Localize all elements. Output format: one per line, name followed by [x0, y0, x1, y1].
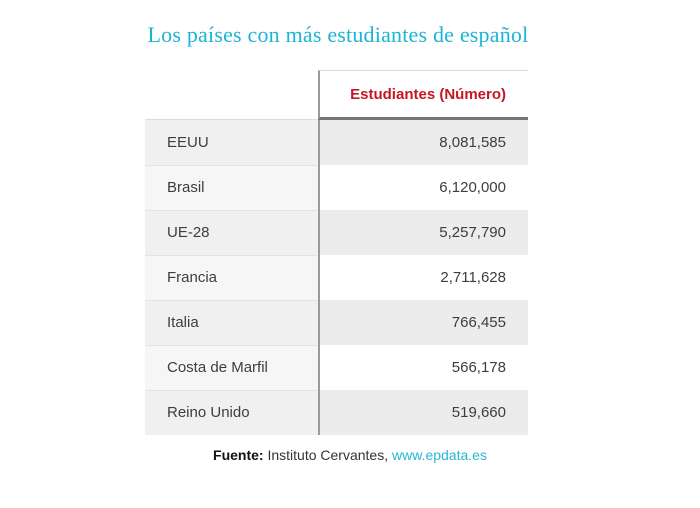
students-table: Estudiantes (Número) EEUU 8,081,585 Brasil… — [145, 70, 528, 435]
students-cell: 766,455 — [318, 300, 528, 345]
students-table-grid: Estudiantes (Número) EEUU 8,081,585 Brasil… — [145, 70, 528, 435]
country-column-header — [145, 70, 318, 120]
table-row: Francia 2,711,628 — [145, 255, 528, 300]
country-cell: UE-28 — [145, 210, 318, 255]
table-row: EEUU 8,081,585 — [145, 120, 528, 165]
students-column-header: Estudiantes (Número) — [318, 70, 528, 120]
source-line: Fuente: Instituto Cervantes, www.epdata.… — [0, 447, 700, 463]
country-cell: Costa de Marfil — [145, 345, 318, 390]
table-header-row: Estudiantes (Número) — [145, 70, 528, 120]
country-cell: Francia — [145, 255, 318, 300]
country-cell: Italia — [145, 300, 318, 345]
table-row: Reino Unido 519,660 — [145, 390, 528, 435]
students-cell: 6,120,000 — [318, 165, 528, 210]
table-row: UE-28 5,257,790 — [145, 210, 528, 255]
country-cell: EEUU — [145, 120, 318, 165]
students-cell: 2,711,628 — [318, 255, 528, 300]
students-cell: 8,081,585 — [318, 120, 528, 165]
country-cell: Brasil — [145, 165, 318, 210]
source-text: Instituto Cervantes, — [263, 447, 392, 463]
page-title: Los países con más estudiantes de españo… — [147, 22, 529, 47]
students-cell: 519,660 — [318, 390, 528, 435]
table-body: EEUU 8,081,585 Brasil 6,120,000 UE-28 5,257,7… — [145, 120, 528, 435]
table-row: Brasil 6,120,000 — [145, 165, 528, 210]
source-label: Fuente: — [213, 447, 264, 463]
students-cell: 566,178 — [318, 345, 528, 390]
country-cell: Reino Unido — [145, 390, 318, 435]
table-row: Italia 766,455 — [145, 300, 528, 345]
table-row: Costa de Marfil 566,178 — [145, 345, 528, 390]
source-link[interactable]: www.epdata.es — [392, 447, 487, 463]
students-cell: 5,257,790 — [318, 210, 528, 255]
